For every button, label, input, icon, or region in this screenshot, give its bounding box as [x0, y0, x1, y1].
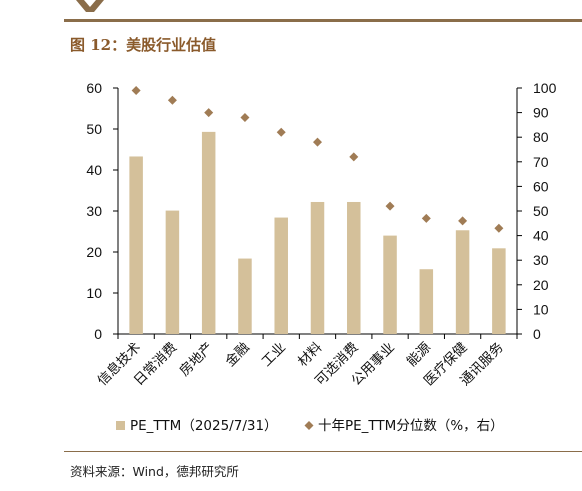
- right-tick-label: 50: [533, 203, 549, 219]
- bar-日常消费: [165, 210, 180, 334]
- right-tick-label: 0: [533, 326, 541, 342]
- bar-series: [129, 131, 506, 334]
- right-tick-label: 40: [533, 228, 549, 244]
- legend-marker-label: 十年PE_TTM分位数（%，右）: [318, 418, 504, 434]
- marker-金融: [240, 113, 250, 123]
- top-rule: [64, 19, 582, 22]
- marker-可选消费: [349, 152, 359, 162]
- marker-工业: [276, 127, 286, 137]
- right-tick-label: 30: [533, 252, 549, 268]
- right-tick-label: 90: [533, 105, 549, 121]
- left-tick-label: 50: [86, 121, 102, 137]
- left-tick-label: 0: [94, 326, 102, 342]
- bar-能源: [419, 269, 434, 334]
- category-label: 金融: [222, 339, 253, 370]
- legend: PE_TTM（2025/7/31） 十年PE_TTM分位数（%，右）: [116, 418, 504, 434]
- marker-公用事业: [385, 201, 395, 211]
- left-tick-label: 30: [86, 203, 102, 219]
- category-label: 能源: [404, 339, 435, 370]
- marker-材料: [313, 137, 322, 147]
- bar-通讯服务: [492, 248, 506, 334]
- bar-工业: [274, 217, 288, 334]
- marker-医疗保健: [458, 216, 468, 226]
- marker-能源: [421, 213, 431, 223]
- left-tick-label: 10: [86, 285, 102, 301]
- bar-可选消费: [347, 201, 361, 334]
- bar-信息技术: [129, 156, 143, 334]
- marker-通讯服务: [494, 223, 504, 233]
- legend-bar-label: PE_TTM（2025/7/31）: [130, 418, 278, 434]
- bar-房地产: [201, 131, 216, 334]
- bottom-rule: [64, 451, 582, 452]
- bar-公用事业: [383, 235, 397, 334]
- figure-title: 图 12：美股行业估值: [70, 36, 217, 54]
- left-tick-label: 60: [86, 80, 102, 96]
- marker-series: [131, 85, 504, 233]
- bar-材料: [310, 201, 325, 334]
- right-tick-label: 100: [533, 80, 557, 96]
- bar-金融: [238, 258, 252, 334]
- source-note: 资料来源：Wind，德邦研究所: [70, 464, 239, 479]
- legend-bar-swatch: [116, 421, 125, 430]
- marker-日常消费: [167, 95, 177, 105]
- right-tick-label: 80: [533, 129, 549, 145]
- logo-icon: [74, 0, 106, 12]
- right-tick-label: 10: [533, 301, 549, 317]
- right-tick-label: 70: [533, 154, 549, 170]
- marker-房地产: [204, 108, 214, 118]
- chart-axes: 0 10 20 30 40 50 60 0 10 20 30 40 50 60 70 80 90 100: [86, 80, 556, 342]
- right-tick-label: 60: [533, 178, 549, 194]
- left-tick-label: 20: [86, 244, 102, 260]
- legend-marker-swatch: [304, 421, 314, 430]
- right-tick-label: 20: [533, 277, 549, 293]
- left-tick-label: 40: [86, 162, 102, 178]
- category-label: 房地产: [177, 340, 217, 380]
- marker-信息技术: [131, 85, 141, 95]
- category-label: 材料: [295, 339, 326, 370]
- category-label: 工业: [259, 340, 289, 370]
- bar-医疗保健: [455, 230, 470, 334]
